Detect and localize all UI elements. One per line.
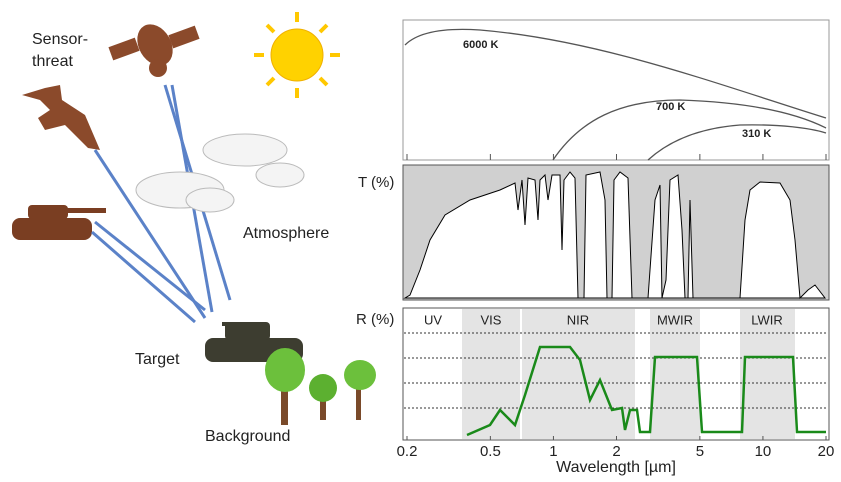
band-label: UV — [424, 312, 442, 327]
x-tick-label: 2 — [612, 443, 620, 460]
y-label: R (%) — [356, 311, 394, 328]
band-label: NIR — [567, 312, 589, 327]
jet — [22, 85, 100, 150]
transmittance-curve — [403, 171, 827, 300]
x-tick-label: 0.5 — [480, 443, 501, 460]
satellite — [108, 24, 200, 77]
sensor-label: threat — [32, 53, 73, 70]
x-tick-label: 20 — [818, 443, 835, 460]
sun — [254, 12, 340, 98]
x-tick-label: 1 — [549, 443, 557, 460]
clouds — [135, 133, 305, 213]
curve — [404, 28, 827, 119]
illustration: Sensor- threat Atmosphere Target Backgro… — [12, 12, 376, 445]
blue-lines — [91, 84, 232, 324]
x-tick-label: 5 — [696, 443, 704, 460]
emission-panel: 6000 K 700 K 310 K — [402, 19, 830, 161]
x-tick-label: 0.2 — [397, 443, 418, 460]
background-label: Background — [205, 428, 290, 445]
reflectance-panel: UV VIS NIR MWIR LWIR R (%) — [356, 307, 830, 441]
curve — [552, 99, 827, 161]
tank-sensor — [12, 205, 106, 240]
y-label: T (%) — [358, 174, 394, 191]
band-label: VIS — [481, 312, 502, 327]
target-label: Target — [135, 351, 180, 368]
sensor-label: Sensor- — [32, 31, 88, 48]
x-tick-label: 10 — [755, 443, 772, 460]
x-label: Wavelength [µm] — [556, 459, 676, 476]
x-axis: 0.2 0.5 1 2 5 10 20 — [397, 154, 835, 460]
band-label: MWIR — [657, 312, 693, 327]
curve — [647, 124, 827, 161]
curve-label: 6000 K — [463, 39, 499, 51]
curve-label: 700 K — [656, 101, 685, 113]
curve-label: 310 K — [742, 128, 771, 140]
band-label: LWIR — [751, 312, 783, 327]
band-shading — [462, 309, 795, 439]
trees — [265, 348, 376, 425]
reflectance-curve — [466, 345, 826, 437]
atmosphere-label: Atmosphere — [243, 225, 329, 242]
panel-frame — [402, 19, 830, 161]
transmittance-panel: T (%) — [358, 164, 830, 301]
